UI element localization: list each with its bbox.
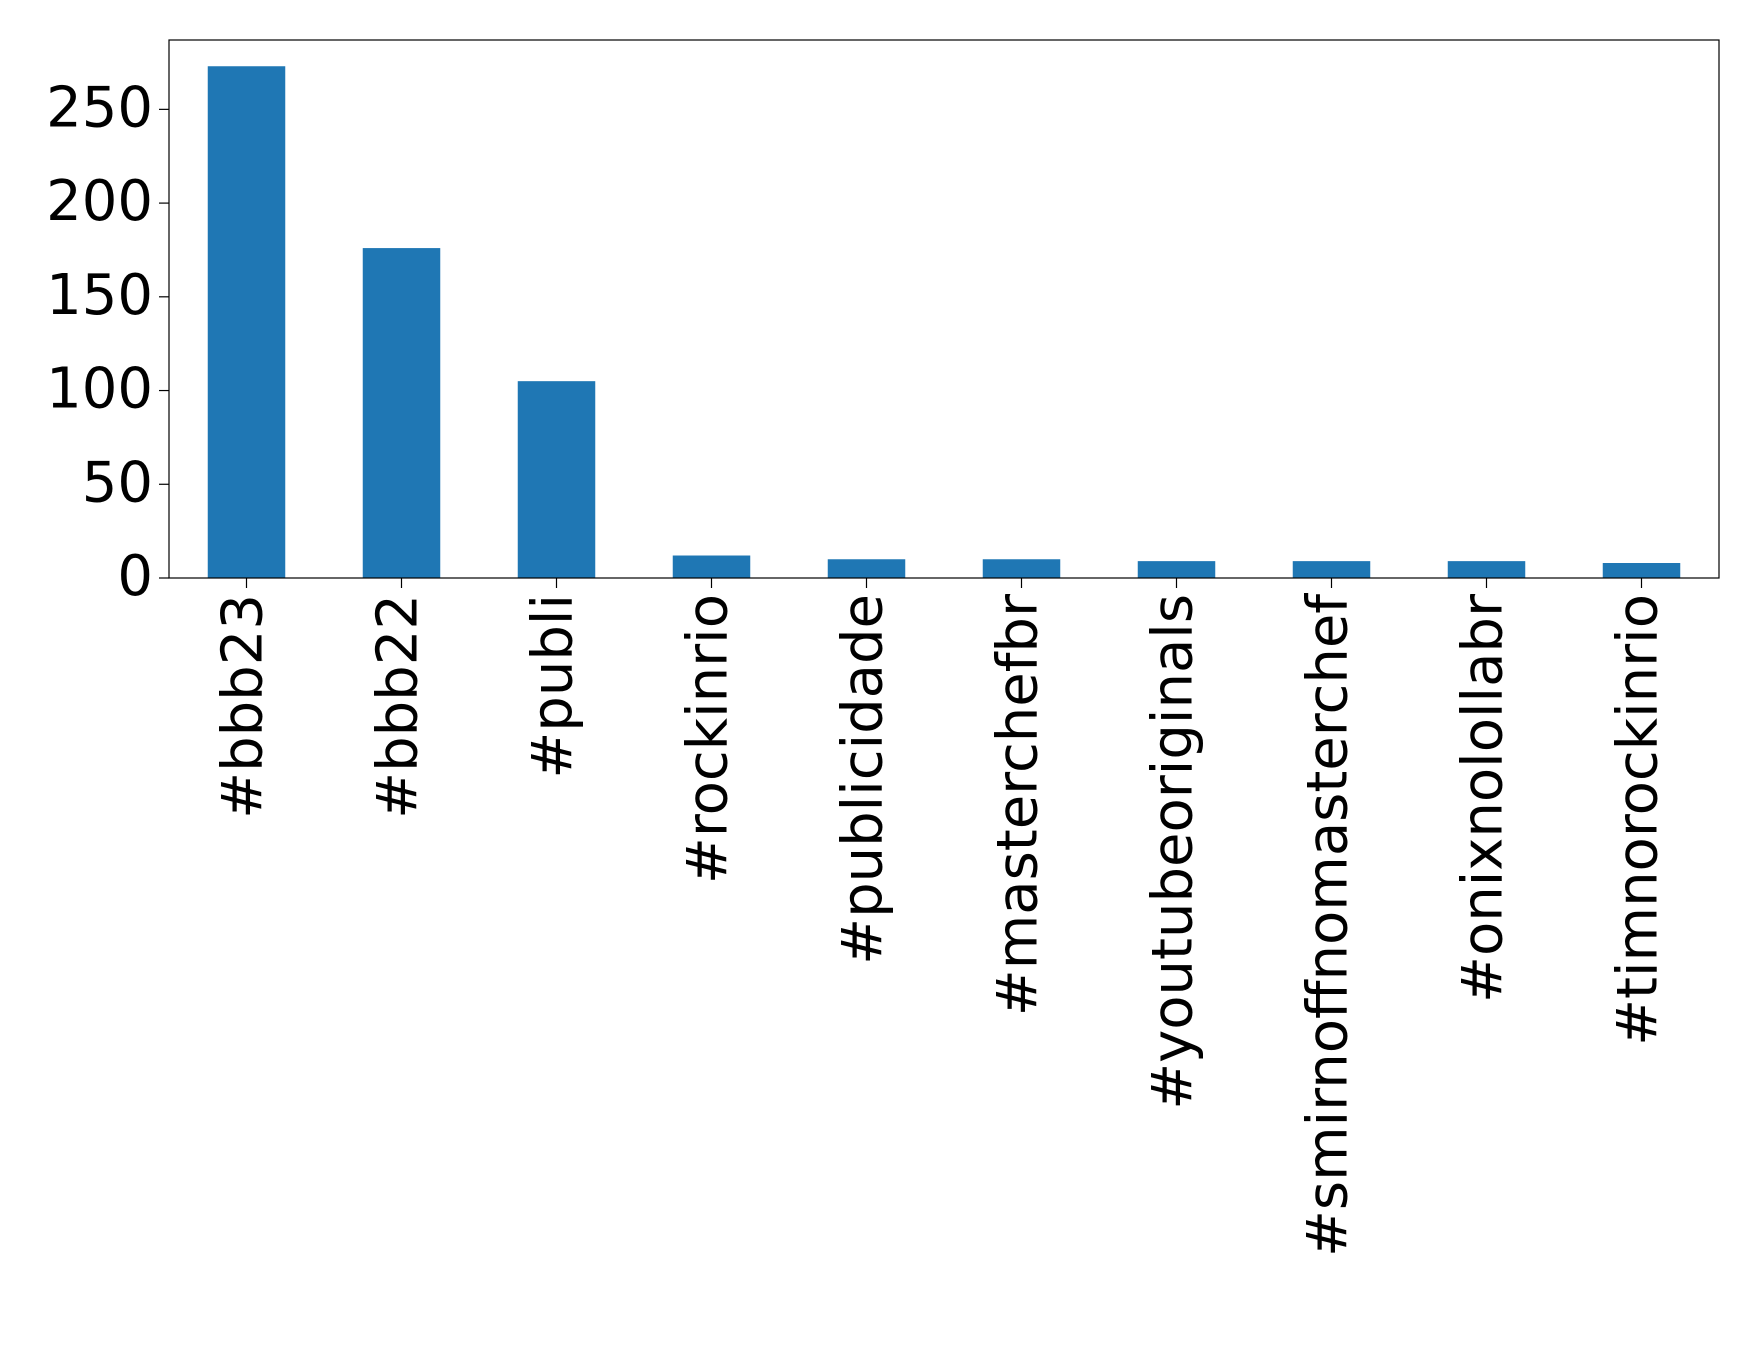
bar [207, 66, 286, 579]
x-tick-label: #bbb23 [211, 594, 276, 819]
x-tick-label: #masterchefbr [986, 593, 1051, 1016]
bar [1292, 561, 1371, 578]
bar [1602, 563, 1681, 578]
y-tick-label: 100 [46, 357, 153, 422]
x-tick-label: #timnorockinrio [1606, 594, 1671, 1046]
bar [672, 555, 751, 578]
x-tick-label: #rockinrio [676, 594, 741, 884]
plot-frame [168, 39, 1720, 579]
y-tick-label: 0 [117, 544, 153, 609]
y-tick-label: 50 [82, 450, 153, 515]
bar [982, 559, 1061, 578]
bar [1447, 561, 1526, 578]
y-tick-label: 200 [46, 169, 153, 234]
bar [517, 381, 596, 578]
x-tick-label: #bbb22 [366, 594, 431, 819]
x-tick-label: #onixnolollabr [1451, 593, 1516, 1003]
bar [827, 559, 906, 578]
bar [1137, 561, 1216, 578]
x-tick-label: #smirnoffnomasterchef [1296, 593, 1361, 1257]
y-tick-label: 250 [46, 75, 153, 140]
y-tick-label: 150 [46, 263, 153, 328]
x-tick-label: #youtubeoriginals [1141, 594, 1206, 1110]
x-tick-label: #publicidade [831, 594, 896, 965]
bar [362, 248, 441, 578]
x-tick-label: #publi [521, 594, 586, 779]
